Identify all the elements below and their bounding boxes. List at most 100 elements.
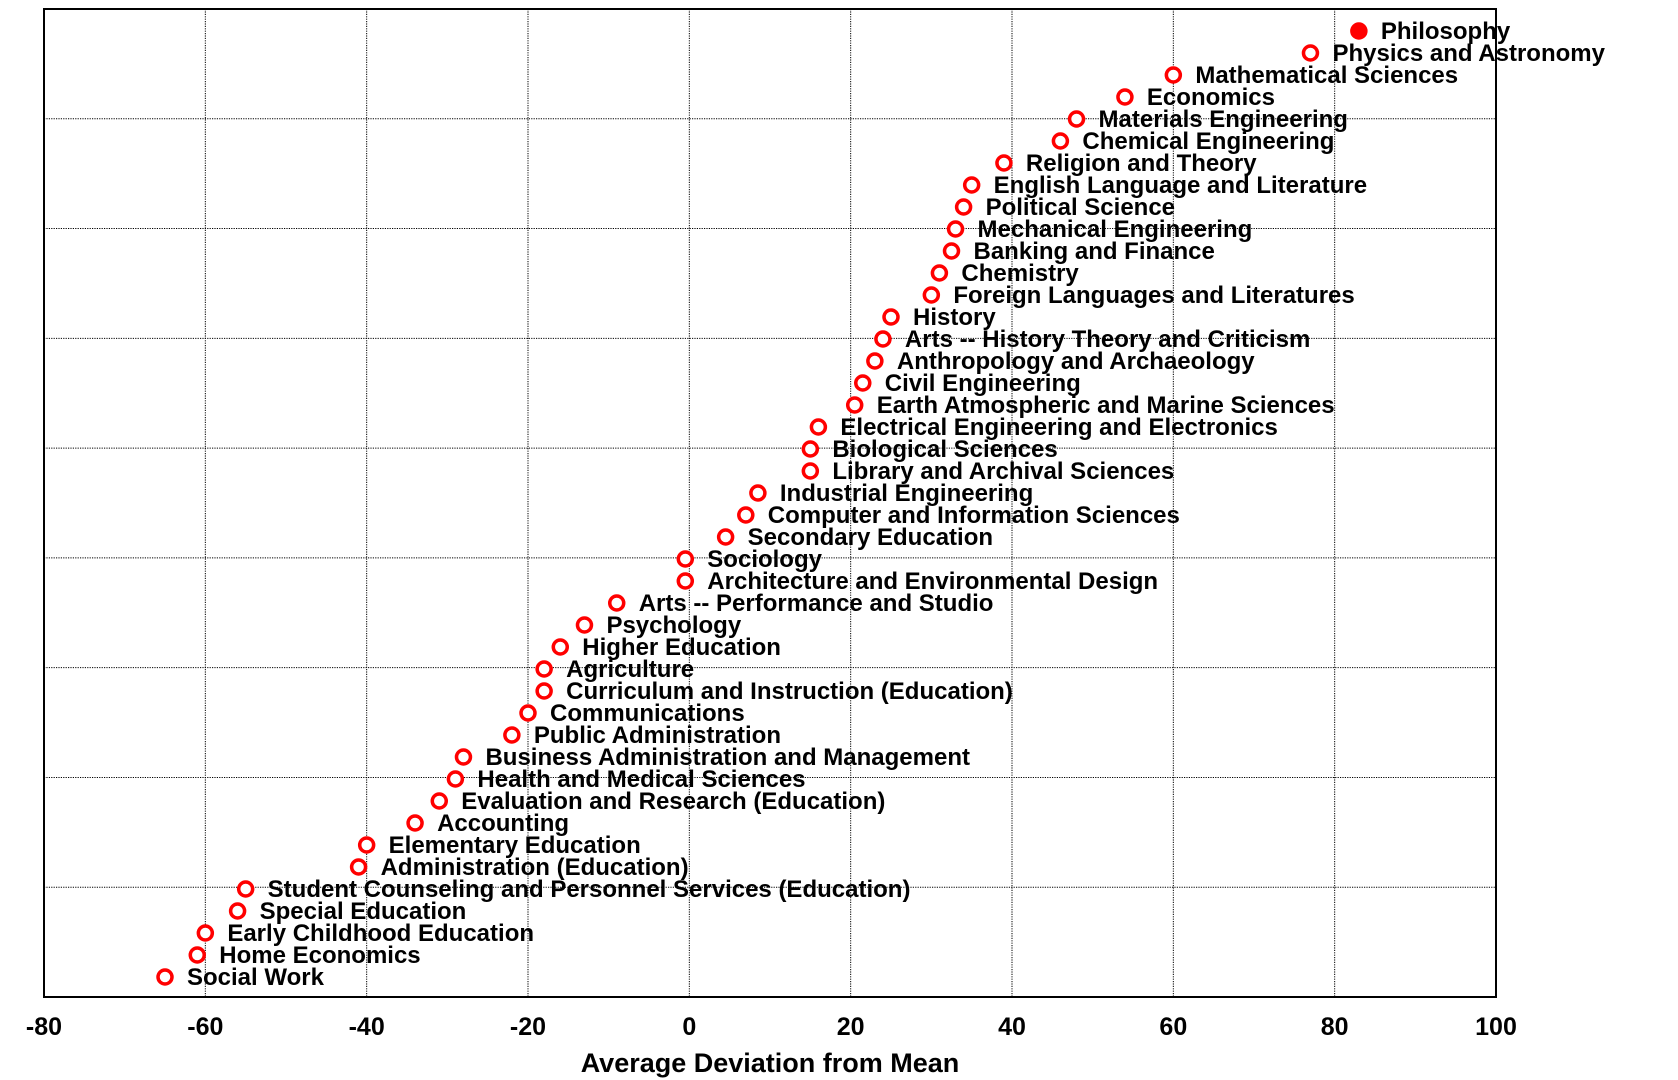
x-tick-labels: -80 -60 -40 -20 0 20 40 60 80 100 (26, 1013, 1517, 1041)
data-point-marker (854, 374, 872, 392)
data-point-label: History (913, 304, 996, 331)
data-point-marker (922, 286, 941, 304)
data-point-label: Chemistry (961, 260, 1079, 287)
x-tick-label: 60 (1159, 1013, 1187, 1041)
data-point-marker (809, 418, 828, 436)
data-point-marker (676, 572, 695, 590)
x-tick-label: 0 (682, 1013, 696, 1041)
data-point-marker (716, 528, 735, 546)
data-point-marker (519, 704, 537, 722)
data-point-marker (942, 242, 961, 260)
data-point-label: Civil Engineering (885, 370, 1081, 397)
data-point-marker (801, 440, 820, 458)
data-point-label: Religion and Theory (1026, 150, 1257, 177)
data-point-label: Administration (Education) (381, 854, 689, 881)
data-point-marker (1350, 22, 1368, 40)
data-point-label: Student Counseling and Personnel Service… (268, 876, 911, 903)
data-point-label: Arts -- History Theory and Criticism (905, 326, 1310, 353)
data-point-label: Elementary Education (389, 832, 641, 859)
data-point-label: Psychology (606, 612, 741, 639)
data-point-marker (188, 946, 207, 964)
data-point-marker (1051, 132, 1070, 150)
data-point-label: Library and Archival Sciences (832, 458, 1174, 485)
data-point-label: Accounting (437, 810, 569, 837)
data-point-marker (454, 748, 473, 766)
data-point-marker (535, 660, 553, 678)
data-point-marker (676, 550, 695, 568)
data-point-label: Anthropology and Archaeology (897, 348, 1255, 375)
data-point-marker (446, 770, 465, 788)
data-point-label: Industrial Engineering (780, 480, 1033, 507)
data-point-marker (575, 616, 594, 634)
data-point-label: Biological Sciences (832, 436, 1057, 463)
x-tick-label: -20 (510, 1013, 546, 1041)
data-point-marker (882, 308, 900, 326)
data-point-marker (845, 396, 864, 414)
data-point-label: Secondary Education (748, 524, 993, 551)
grid-lines (44, 9, 1496, 997)
x-tick-label: -60 (187, 1013, 223, 1041)
data-point-label: Arts -- Performance and Studio (639, 590, 994, 617)
data-point-marker (962, 176, 981, 194)
data-point-label: Banking and Finance (974, 238, 1215, 265)
x-tick-label: 100 (1475, 1013, 1517, 1041)
data-point-marker (236, 880, 255, 898)
x-tick-label: 20 (837, 1013, 865, 1041)
x-axis-title: Average Deviation from Mean (581, 1048, 960, 1078)
data-point-marker (946, 220, 965, 238)
data-point-marker (1301, 44, 1320, 62)
data-point-label: Chemical Engineering (1082, 128, 1334, 155)
data-point-label: Communications (550, 700, 745, 727)
data-point-label: Mechanical Engineering (978, 216, 1253, 243)
data-point-label: Earth Atmospheric and Marine Sciences (877, 392, 1335, 419)
x-tick-label: 40 (998, 1013, 1026, 1041)
data-point-marker (866, 352, 884, 370)
data-point-marker (607, 594, 626, 612)
data-point-marker (156, 968, 174, 986)
data-point-marker (749, 484, 767, 502)
data-point-marker (535, 682, 553, 700)
data-point-marker (954, 198, 973, 216)
data-point-marker (430, 792, 449, 810)
data-point-marker (1067, 110, 1086, 128)
data-point-label: Philosophy (1381, 18, 1511, 45)
data-point-label: English Language and Literature (994, 172, 1367, 199)
data-point-marker (1116, 88, 1134, 106)
data-point-label: Economics (1147, 84, 1275, 111)
data-point-label: Physics and Astronomy (1332, 40, 1605, 67)
data-point-label: Health and Medical Sciences (477, 766, 805, 793)
data-point-marker (1164, 66, 1183, 84)
data-point-label: Business Administration and Management (485, 744, 970, 771)
data-point-label: Materials Engineering (1099, 106, 1348, 133)
data-point-label: Home Economics (219, 942, 420, 969)
data-point-label: Political Science (986, 194, 1175, 221)
data-point-marker (995, 154, 1013, 172)
data-point-label: Foreign Languages and Literatures (953, 282, 1354, 309)
data-point-marker (503, 726, 521, 744)
data-point-marker (551, 638, 570, 656)
x-tick-label: -40 (349, 1013, 385, 1041)
data-point-label: Agriculture (566, 656, 694, 683)
data-point-marker (349, 858, 368, 876)
data-point-label: Mathematical Sciences (1195, 62, 1458, 89)
data-point-label: Evaluation and Research (Education) (461, 788, 885, 815)
data-point-marker (357, 836, 376, 854)
x-tick-label: 80 (1321, 1013, 1349, 1041)
data-point-label: Computer and Information Sciences (768, 502, 1180, 529)
data-point-marker (737, 506, 755, 524)
data-point-label: Higher Education (582, 634, 781, 661)
data-point-label: Sociology (707, 546, 822, 573)
data-point-label: Early Childhood Education (227, 920, 534, 947)
data-point-marker (228, 902, 247, 920)
plot-frame (43, 8, 1497, 998)
data-point-marker (196, 924, 215, 942)
data-point-label: Special Education (260, 898, 467, 925)
data-point-marker (406, 814, 424, 832)
data-point-label: Social Work (187, 964, 325, 991)
data-point-label: Curriculum and Instruction (Education) (566, 678, 1013, 705)
data-point-marker (801, 462, 820, 480)
data-point-label: Architecture and Environmental Design (707, 568, 1158, 595)
data-point-marker (874, 330, 892, 348)
